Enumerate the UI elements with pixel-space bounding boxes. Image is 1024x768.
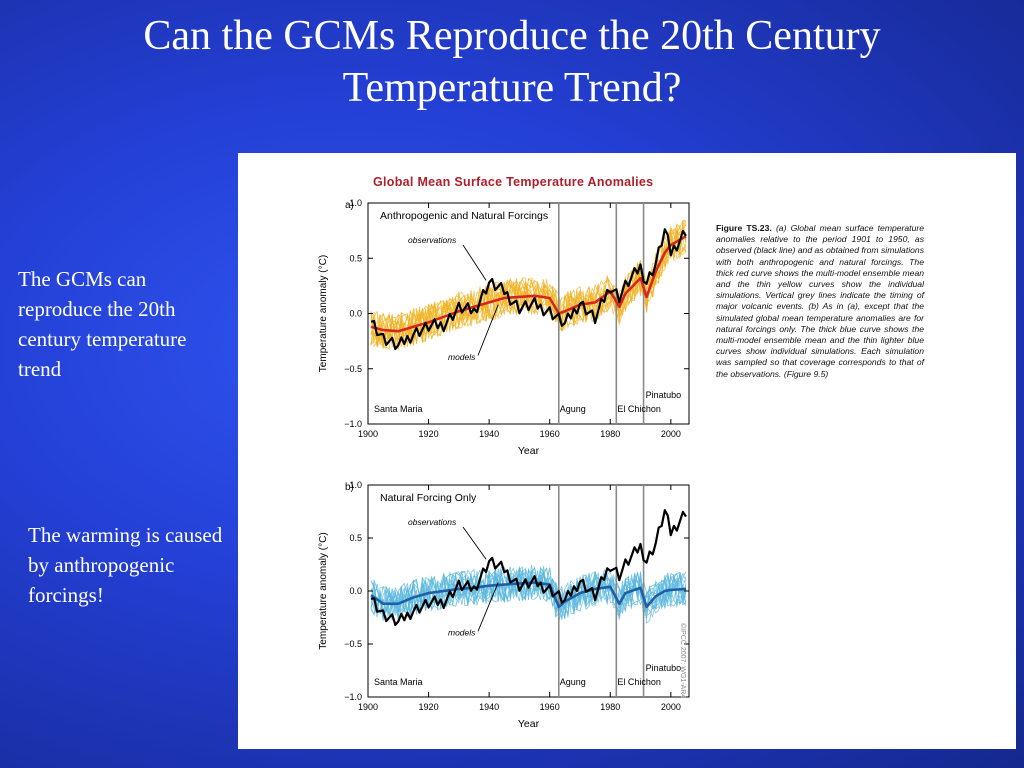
chart-a-xtick-label-1: 1920 [419, 429, 439, 439]
chart-a-xlabel: Year [518, 445, 540, 457]
caption-label: Figure TS.23. [716, 223, 772, 233]
chart-b-title: Natural Forcing Only [380, 492, 477, 504]
chart-b-ytick-label-3: 0.5 [349, 533, 362, 543]
chart-b-xtick-label-0: 1900 [358, 702, 378, 712]
chart-b-panel-label: b) [345, 482, 354, 493]
chart-b-ytick-label-2: 0.0 [349, 586, 362, 596]
chart-a-ensemble-line-13 [370, 232, 687, 345]
chart-a-mean-line [370, 235, 687, 333]
chart-a-ytick-label-4: 1.0 [349, 198, 362, 208]
chart-b-volcano-label-3: Pinatubo [646, 663, 682, 673]
chart-a-xtick-label-0: 1900 [358, 429, 378, 439]
chart-b-ensemble-line-13 [370, 568, 687, 621]
chart-a-xtick-label-2: 1940 [479, 429, 499, 439]
chart-a-ensemble-line-5 [370, 228, 687, 345]
chart-b-xtick-label-3: 1960 [540, 702, 560, 712]
chart-a-annotation-models: models [448, 352, 476, 362]
chart-b-annotation-observations: observations [408, 517, 457, 527]
figure-title: Global Mean Surface Temperature Anomalie… [373, 175, 654, 189]
chart-b-observations-line [370, 509, 687, 626]
chart-b-xtick-label-2: 1940 [479, 702, 499, 712]
chart-a-ytick-label-0: −1.0 [344, 419, 362, 429]
chart-a-annotation-observations-pointer [462, 244, 487, 281]
chart-a-ensemble-line-11 [370, 228, 687, 349]
chart-b-xtick-label-4: 1980 [600, 702, 620, 712]
chart-b-volcano-label-0: Santa Maria [374, 677, 423, 687]
chart-b-annotation-models-pointer [477, 582, 499, 632]
chart-b-ytick-label-4: 1.0 [349, 480, 362, 490]
chart-a-xtick-label-3: 1960 [540, 429, 560, 439]
chart-a-xtick-label-4: 1980 [600, 429, 620, 439]
chart-b-annotation-observations-pointer [462, 526, 487, 560]
chart-b-xtick-label-1: 1920 [419, 702, 439, 712]
chart-b-ytick-label-1: −0.5 [344, 639, 362, 649]
chart-b-ylabel: Temperature anomaly (°C) [318, 532, 329, 649]
slide-title-line2: Temperature Trend? [342, 65, 682, 111]
chart-b-xlabel: Year [518, 718, 540, 730]
slide-title-line1: Can the GCMs Reproduce the 20th Century [143, 13, 881, 59]
chart-a-panel-label: a) [345, 200, 354, 211]
chart-a-annotation-models-pointer [477, 304, 499, 356]
figure-panel: −1.0 −0.5 0.0 0.5 1.0 1900 1920 1940 1960 1980 200… [238, 153, 1016, 749]
chart-a-ytick-label-3: 0.5 [349, 253, 362, 263]
chart-a-observations-line [370, 228, 687, 350]
slide-title: Can the GCMs Reproduce the 20th Century … [20, 10, 1004, 114]
chart-a-ytick-label-1: −0.5 [344, 364, 362, 374]
bullet-warming-cause: The warming is caused by anthropogenic f… [28, 523, 223, 607]
figure-caption: Figure TS.23. (a) Global mean surface te… [716, 223, 924, 380]
chart-a-volcano-label-0: Santa Maria [374, 404, 423, 414]
chart-b-volcano-label-1: Agung [560, 677, 586, 687]
figure-svg: −1.0 −0.5 0.0 0.5 1.0 1900 1920 1940 1960 1980 200… [318, 198, 690, 730]
chart-a-volcano-label-3: Pinatubo [646, 390, 682, 400]
chart-a-annotation-observations: observations [408, 235, 457, 245]
bullet-gcm-reproduce: The GCMs can reproduce the 20th century … [18, 267, 187, 381]
chart-a-volcano-label-2: El Chichon [617, 404, 661, 414]
chart-b-volcano-label-2: El Chichon [617, 677, 661, 687]
chart-a-xtick-label-5: 2000 [661, 429, 681, 439]
chart-b-xtick-label-5: 2000 [661, 702, 681, 712]
chart-a-title: Anthropogenic and Natural Forcings [380, 210, 548, 222]
chart-b-annotation-models: models [448, 628, 476, 638]
chart-a-volcano-label-1: Agung [560, 404, 586, 414]
copyright-note: ©IPCC 2007: WG1-AR4 [679, 623, 686, 699]
caption-text: (a) Global mean surface temperature anom… [716, 223, 924, 379]
chart-b-ytick-label-0: −1.0 [344, 692, 362, 702]
chart-a-ytick-label-2: 0.0 [349, 309, 362, 319]
chart-a-ylabel: Temperature anomaly (°C) [318, 255, 329, 372]
